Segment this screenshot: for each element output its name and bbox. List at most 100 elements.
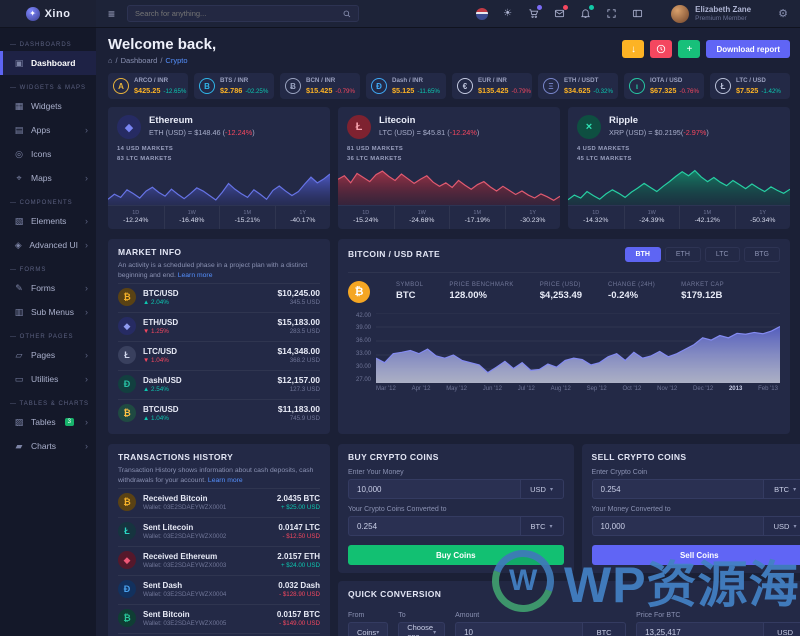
add-button[interactable]: +	[678, 40, 701, 58]
market-volume: 283.5 USD	[289, 328, 320, 336]
x-tick: Dec '12	[693, 385, 714, 392]
sidebar-section: — FORMS ✎ Forms › ▥ Sub Menus ›	[0, 267, 96, 324]
amount-input[interactable]	[348, 516, 520, 537]
search-bar[interactable]	[127, 5, 360, 22]
amount-input[interactable]	[591, 516, 764, 537]
sidebar-section: — COMPONENTS ▧ Elements › ◈ Advanced UI …	[0, 200, 96, 257]
price-input[interactable]	[636, 622, 764, 636]
gear-icon[interactable]: ⚙	[778, 8, 788, 20]
sidebar-item[interactable]: ⌖ Maps ›	[0, 166, 96, 190]
ticker-price: $34.625	[564, 86, 591, 95]
to-select[interactable]: Choose one▾	[398, 622, 446, 636]
stat-period: 1M	[703, 209, 712, 216]
coin-tab[interactable]: BTH	[624, 246, 661, 262]
field-label: Your Crypto Coins Converted to	[348, 506, 447, 514]
learn-more-link[interactable]: Learn more	[207, 477, 243, 485]
market-row: Ł LTC/USD ▼ 1.04% $14,348.00 368.2 USD	[118, 341, 320, 368]
transactions-desc: Transaction History shows information ab…	[118, 466, 320, 486]
ticker-pair: IOTA / USD	[650, 77, 683, 84]
breadcrumb-crypto[interactable]: Crypto	[165, 56, 188, 65]
sidebar-section-label: — DASHBOARDS	[10, 42, 72, 48]
stat-value: -17.19%	[464, 216, 490, 224]
market-pair: ETH/USD	[143, 317, 179, 327]
sidebar-item-icon: ◎	[15, 148, 23, 159]
stat-period: 1D	[592, 209, 600, 216]
price-unit: USD	[763, 622, 800, 636]
language-flag-icon[interactable]	[475, 7, 488, 20]
sidebar-item[interactable]: ▣ Dashboard	[0, 51, 96, 75]
sidebar-item-label: Widgets	[31, 101, 62, 111]
sidebar-item[interactable]: ▤ Apps ›	[0, 118, 96, 142]
learn-more-link[interactable]: Learn more	[177, 271, 213, 279]
amount-unit: BTC	[582, 622, 627, 636]
form-field: Enter Your Money USD▾	[348, 469, 564, 500]
page-actions: ↓ + Download report	[622, 40, 790, 58]
stat-period: 1Y	[759, 209, 767, 216]
sidebar-item-icon: ▤	[14, 124, 24, 135]
sidebar-item[interactable]: ▥ Sub Menus ›	[0, 300, 96, 324]
bell-icon[interactable]	[579, 5, 595, 20]
stat-period: 1D	[132, 209, 140, 216]
market-price: $14,348.00	[277, 346, 320, 357]
mail-icon[interactable]	[553, 5, 569, 20]
search-input[interactable]	[135, 9, 344, 18]
currency-select[interactable]: BTC ▾	[519, 516, 564, 537]
sell-title: SELL CRYPTO COINS	[591, 452, 687, 463]
to-value: Choose one	[407, 623, 434, 636]
sidebar-item-label: Forms	[31, 283, 56, 293]
sidebar-item[interactable]: ◎ Icons	[0, 142, 96, 166]
coin-icon: ₿	[118, 288, 136, 307]
user-menu[interactable]: Elizabeth Zane Premium Member	[671, 4, 751, 23]
logo[interactable]: ✦ Xino	[0, 0, 96, 27]
from-select[interactable]: Coins ▾	[348, 622, 389, 636]
sidebar-item[interactable]: ▱ Pages ›	[0, 343, 96, 367]
stat-period: 1M	[473, 209, 482, 216]
stat-value: $179.12B	[681, 290, 723, 302]
download-report-button[interactable]: Download report	[706, 40, 790, 58]
sidebar-item[interactable]: ▨ Tables 3 ›	[0, 410, 96, 434]
home-icon[interactable]: ⌂	[108, 56, 113, 65]
cart-badge	[537, 5, 543, 10]
sidebar-item-label: Charts	[31, 441, 57, 451]
amount-input[interactable]	[591, 479, 764, 500]
chevron-right-icon: ›	[85, 417, 88, 427]
market-volume: 368.2 USD	[289, 357, 320, 365]
amount-input[interactable]	[348, 479, 520, 500]
download-mini-button[interactable]: ↓	[622, 40, 645, 58]
theme-toggle-icon[interactable]: ☀	[503, 8, 513, 19]
trend-arrow-icon: ▼	[143, 356, 150, 364]
coin-tab[interactable]: LTC	[704, 246, 740, 262]
chevron-right-icon: ›	[85, 240, 88, 250]
hamburger-menu-icon[interactable]: ≡	[108, 6, 116, 21]
sell-coins-button[interactable]: Sell Coins	[591, 545, 800, 566]
x-tick: Jul '12	[517, 385, 535, 392]
sidebar-item[interactable]: ◈ Advanced UI ›	[0, 233, 96, 257]
sidebar-item[interactable]: ▭ Utilities ›	[0, 367, 96, 391]
coin-tab[interactable]: BTG	[743, 246, 780, 262]
history-button[interactable]	[650, 40, 673, 58]
sidebar-section-label: — WIDGETS & MAPS	[10, 85, 87, 91]
sidebar-item[interactable]: ▧ Elements ›	[0, 209, 96, 233]
sidebar-toggle-icon[interactable]	[631, 7, 644, 20]
sidebar-item[interactable]: ✎ Forms ›	[0, 276, 96, 300]
chevron-down-icon: ▾	[549, 486, 553, 493]
coin-stat: 1D -12.24%	[108, 206, 164, 229]
chevron-right-icon: ›	[85, 441, 88, 451]
coin-name: Ripple	[609, 115, 639, 126]
fullscreen-icon[interactable]	[605, 7, 618, 20]
buy-coins-button[interactable]: Buy Coins	[348, 545, 564, 566]
transaction-name: Sent Litecoin	[143, 522, 194, 532]
currency-select[interactable]: BTC ▾	[763, 479, 800, 500]
currency-select[interactable]: USD ▾	[763, 516, 800, 537]
breadcrumb-dashboard[interactable]: Dashboard	[120, 56, 158, 65]
coin-sparkline-chart	[568, 167, 790, 205]
cart-icon[interactable]	[527, 5, 543, 20]
sidebar-item[interactable]: ▦ Widgets	[0, 94, 96, 118]
amount-input[interactable]	[455, 622, 583, 636]
sidebar-item[interactable]: ▰ Charts ›	[0, 434, 96, 458]
coin-icon: Ł	[118, 522, 136, 541]
currency-select[interactable]: USD ▾	[519, 479, 564, 500]
transaction-name: Sent Dash	[143, 580, 183, 590]
coin-tab[interactable]: ETH	[664, 246, 701, 262]
field-label: Enter Crypto Coin	[591, 469, 648, 477]
